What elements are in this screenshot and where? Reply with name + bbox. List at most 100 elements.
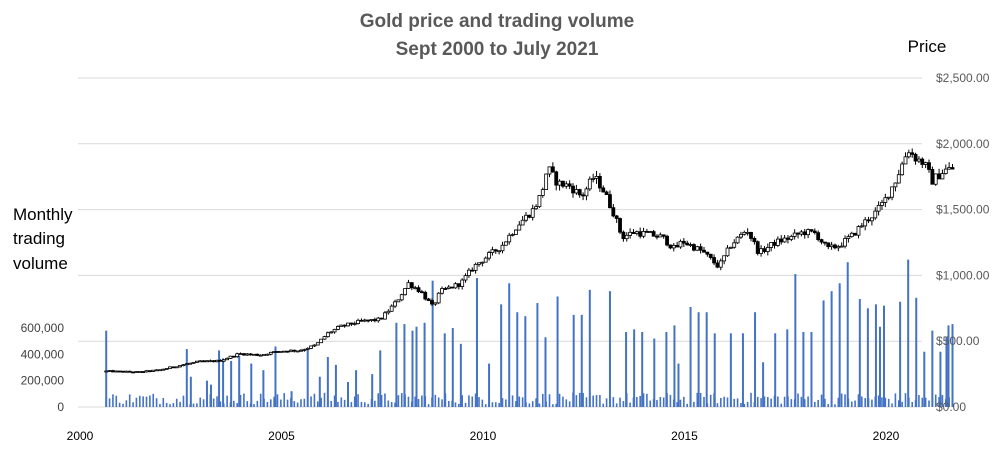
price-candle xyxy=(396,299,401,303)
price-candle xyxy=(641,227,646,239)
price-candle xyxy=(906,149,911,159)
price-candle xyxy=(933,173,938,186)
volume-bar-small xyxy=(562,396,564,407)
price-tick-label: $500.00 xyxy=(936,334,980,348)
volume-bar-small xyxy=(716,403,719,407)
volume-bar xyxy=(379,350,382,407)
volume-bar xyxy=(415,326,418,407)
price-candle xyxy=(611,203,616,218)
volume-bar-small xyxy=(447,400,450,407)
volume-bar xyxy=(544,337,547,407)
price-candle xyxy=(547,166,552,178)
candle-body xyxy=(681,240,686,244)
price-candle xyxy=(278,350,283,353)
candle-body xyxy=(591,178,596,180)
volume-bar-small xyxy=(414,396,416,407)
candle-body xyxy=(648,231,653,233)
candle-body xyxy=(272,351,277,353)
price-candle xyxy=(483,256,488,263)
price-candle xyxy=(127,370,132,373)
volume-bar xyxy=(500,304,503,407)
volume-bar-small xyxy=(454,402,457,407)
volume-bar-small xyxy=(498,402,500,407)
volume-bar xyxy=(411,330,414,407)
price-candle xyxy=(930,166,935,185)
price-candle xyxy=(510,233,515,237)
volume-bar-small xyxy=(474,393,477,407)
price-candle xyxy=(292,349,297,353)
candle-body xyxy=(315,342,320,346)
candle-body xyxy=(524,214,528,221)
price-candle xyxy=(943,164,948,175)
price-tick-label: $1,000.00 xyxy=(936,268,990,282)
price-tick-label: $2,000.00 xyxy=(936,137,990,151)
volume-bar-small xyxy=(511,395,514,407)
volume-bar xyxy=(306,349,309,407)
candle-body xyxy=(292,349,297,352)
volume-bar-small xyxy=(152,393,155,407)
candle-body xyxy=(396,299,401,303)
candle-body xyxy=(450,286,455,289)
price-candle xyxy=(467,268,471,278)
volume-bar-small xyxy=(367,403,369,407)
price-candle xyxy=(369,319,374,322)
candle-body xyxy=(688,244,693,246)
candle-body xyxy=(661,234,666,237)
candle-body xyxy=(268,351,273,355)
volume-bar-small xyxy=(320,397,322,407)
price-candle xyxy=(859,222,864,228)
price-candle xyxy=(591,173,596,183)
candle-body xyxy=(221,359,226,362)
price-candle xyxy=(389,304,394,312)
price-candle xyxy=(826,242,831,250)
candle-body xyxy=(920,158,925,165)
price-candle xyxy=(782,235,787,243)
price-candle xyxy=(403,288,408,296)
volume-bar xyxy=(371,374,374,407)
candle-body xyxy=(792,232,797,237)
volume-bar-small xyxy=(679,399,682,407)
volume-bar xyxy=(741,333,744,407)
candle-body xyxy=(752,237,757,243)
price-candle xyxy=(188,362,193,365)
volume-bar-small xyxy=(709,394,712,407)
candle-body xyxy=(231,355,236,358)
volume-tick-label: 600,000 xyxy=(21,321,65,335)
volume-bar xyxy=(189,376,192,407)
volume-bar xyxy=(475,278,478,407)
candle-body xyxy=(467,269,471,277)
price-candle xyxy=(688,242,693,248)
volume-bar xyxy=(810,331,813,407)
candle-body xyxy=(406,282,411,289)
volume-bar-small xyxy=(599,395,601,407)
candle-body xyxy=(890,186,894,198)
price-candle xyxy=(245,353,250,356)
candle-body xyxy=(671,244,676,249)
candle-body xyxy=(880,202,884,206)
price-candle xyxy=(628,228,633,239)
candle-body xyxy=(514,229,518,235)
price-candle xyxy=(779,235,784,245)
candle-body xyxy=(735,236,740,244)
volume-bar-small xyxy=(850,401,853,407)
candle-body xyxy=(446,286,451,289)
volume-bar xyxy=(838,283,841,407)
candle-body xyxy=(903,156,908,165)
volume-bar-small xyxy=(256,400,259,407)
price-candle xyxy=(675,241,680,248)
volume-bar-small xyxy=(622,401,625,407)
volume-bar-small xyxy=(790,399,793,407)
volume-bar xyxy=(641,331,644,407)
volume-bar-small xyxy=(605,398,608,407)
volume-bar xyxy=(705,312,708,407)
candle-body xyxy=(675,244,680,248)
volume-bar-small xyxy=(515,401,517,407)
candle-body xyxy=(278,350,283,353)
candle-body xyxy=(164,368,169,370)
price-candle xyxy=(574,184,579,195)
volume-bar-small xyxy=(552,404,554,407)
price-candle xyxy=(352,321,357,326)
price-candle xyxy=(796,232,800,239)
candle-body xyxy=(933,173,938,185)
candle-body xyxy=(356,319,360,324)
